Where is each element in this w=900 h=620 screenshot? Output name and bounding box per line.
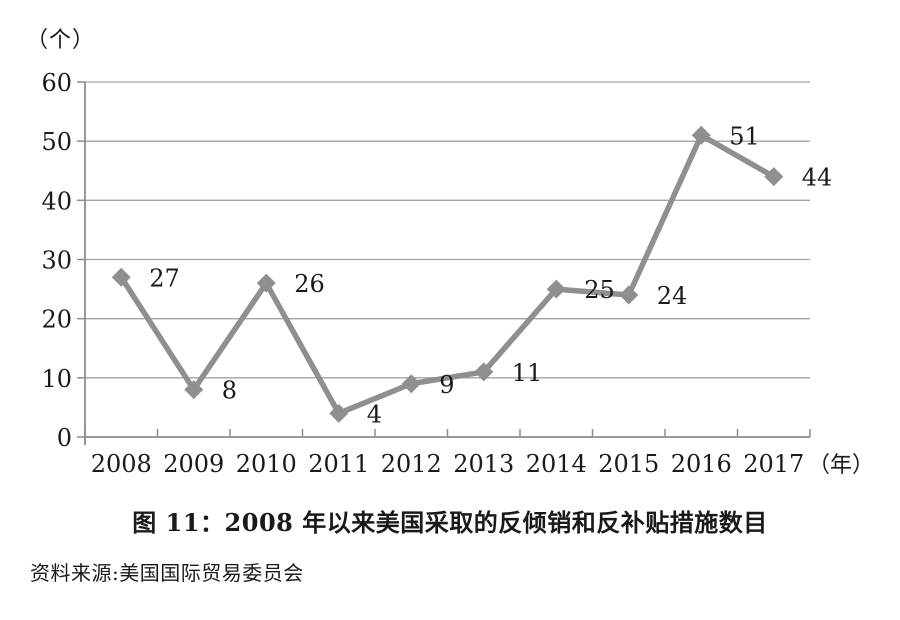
data-point-label: 11	[512, 359, 543, 387]
chart-title: 图 11：2008 年以来美国采取的反倾销和反补贴措施数目	[132, 508, 768, 537]
data-point-marker	[691, 125, 711, 145]
x-tick-label: 2013	[453, 450, 514, 478]
y-tick-label: 0	[57, 424, 72, 452]
x-tick-label: 2012	[381, 450, 442, 478]
data-point-marker	[401, 374, 421, 394]
x-tick-label: 2017	[743, 450, 804, 478]
data-point-marker	[184, 380, 204, 400]
data-point-marker	[329, 403, 349, 423]
x-tick-label: 2016	[671, 450, 732, 478]
data-point-label: 27	[149, 264, 180, 292]
x-tick-label: 2011	[308, 450, 369, 478]
source-note: 资料来源:美国国际贸易委员会	[30, 561, 304, 585]
x-tick-label: 2008	[91, 450, 152, 478]
x-tick-label: 2010	[236, 450, 297, 478]
data-point-marker	[474, 362, 494, 382]
x-tick-label: 2014	[526, 450, 587, 478]
data-point-label: 26	[294, 270, 325, 298]
data-point-label: 8	[222, 377, 237, 405]
y-tick-label: 60	[41, 69, 72, 97]
line-chart: 0 10 20 30 40 50 60 2008 2009 2010 2011 2012 2013 201…	[41, 69, 874, 478]
y-tick-label: 40	[41, 187, 72, 215]
data-point-marker	[256, 273, 276, 293]
data-point-label: 24	[657, 282, 688, 310]
y-axis-unit-label: （个）	[26, 28, 96, 53]
x-tick-label: 2009	[163, 450, 224, 478]
data-point-label: 25	[584, 276, 615, 304]
data-point-label: 9	[439, 371, 454, 399]
data-point-marker	[619, 285, 639, 305]
data-point-marker	[111, 267, 131, 287]
series-line	[118, 132, 777, 417]
x-tick-label: 2015	[598, 450, 659, 478]
y-tick-label: 30	[41, 247, 72, 275]
y-tick-label: 10	[41, 365, 72, 393]
data-point-label: 44	[802, 164, 833, 192]
data-point-marker	[764, 167, 784, 187]
data-point-label: 51	[729, 122, 760, 150]
y-tick-label: 50	[41, 128, 72, 156]
x-axis-unit-label: （年）	[808, 453, 874, 478]
data-point-marker	[546, 279, 566, 299]
y-tick-label: 20	[41, 306, 72, 334]
data-point-label: 4	[367, 400, 382, 428]
